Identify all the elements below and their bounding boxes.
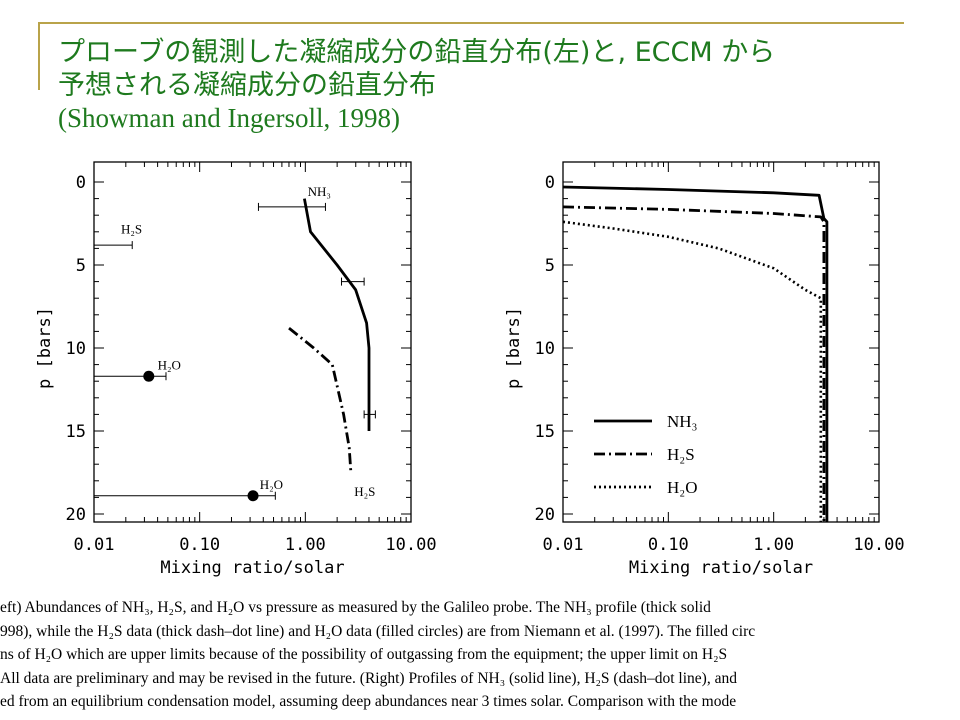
series-line-0	[563, 185, 829, 522]
series-line-0	[303, 198, 371, 431]
y-axis-label: p [bars]	[504, 307, 524, 389]
annotation-label: NH₃	[308, 184, 331, 199]
series-line-2	[563, 220, 823, 522]
plot-frame	[562, 161, 880, 523]
title-accent-horizontal	[38, 22, 904, 24]
caption-line-3: ns of H₂O which are upper limits because…	[0, 646, 728, 663]
data-point	[143, 370, 155, 382]
plot-frame	[93, 161, 412, 523]
y-tick-label: 5	[76, 256, 86, 276]
slide-title: プローブの観測した凝縮成分の鉛直分布(左)と, ECCM から 予想される凝縮成…	[58, 36, 938, 135]
annotation-label: H₂S	[354, 484, 375, 499]
series-line-1	[288, 327, 353, 473]
caption-line-2: 998), while the H₂S data (thick dash–dot…	[0, 622, 756, 640]
y-tick-label: 20	[535, 505, 555, 525]
legend-label: H₂S	[667, 445, 695, 464]
y-tick-label: 0	[76, 173, 86, 193]
title-line-1: プローブの観測した凝縮成分の鉛直分布(左)と, ECCM から	[58, 37, 776, 68]
x-tick-label: 10.00	[385, 535, 436, 555]
title-accent-vertical	[38, 22, 40, 90]
x-tick-label: 10.00	[853, 535, 904, 555]
caption-line-4: All data are preliminary and may be revi…	[0, 669, 737, 687]
x-axis-label: Mixing ratio/solar	[160, 558, 344, 578]
x-tick-label: 1.00	[753, 535, 794, 555]
y-tick-label: 10	[66, 339, 86, 359]
x-tick-label: 0.10	[648, 535, 689, 555]
y-tick-label: 10	[535, 339, 555, 359]
y-tick-label: 15	[535, 422, 555, 442]
y-tick-label: 0	[545, 173, 555, 193]
figure-caption: eft) Abundances of NH₃, H₂S, and H₂O vs …	[0, 596, 960, 714]
x-axis-label: Mixing ratio/solar	[629, 558, 813, 578]
legend-label: H₂O	[667, 478, 697, 497]
series-line-1	[563, 205, 826, 522]
x-tick-label: 1.00	[285, 535, 326, 555]
y-tick-label: 15	[66, 422, 86, 442]
data-point	[247, 490, 259, 502]
title-citation: (Showman and Ingersoll, 1998)	[58, 103, 400, 133]
annotation-label: H₂S	[121, 221, 142, 236]
y-axis-label: p [bars]	[35, 307, 55, 389]
caption-line-5: ed from an equilibrium condensation mode…	[0, 693, 737, 710]
y-tick-label: 20	[66, 505, 86, 525]
annotation-label: H₂O	[158, 358, 181, 373]
x-tick-label: 0.10	[179, 535, 220, 555]
title-line-2: 予想される凝縮成分の鉛直分布	[58, 70, 436, 101]
left-panel: 0.01 0.10 1.00 10.00 0 5 10 15 20 Mixing ratio/so…	[35, 161, 437, 578]
x-tick-label: 0.01	[543, 535, 584, 555]
annotation-label: H₂O	[260, 477, 283, 492]
y-tick-label: 5	[545, 256, 555, 276]
caption-line-1: eft) Abundances of NH₃, H₂S, and H₂O vs …	[0, 599, 711, 616]
legend-label: NH₃	[667, 412, 698, 431]
right-panel: 0.01 0.10 1.00 10.00 0 5 10 15 20 Mixing ratio/so…	[504, 161, 905, 578]
x-tick-label: 0.01	[74, 535, 115, 555]
